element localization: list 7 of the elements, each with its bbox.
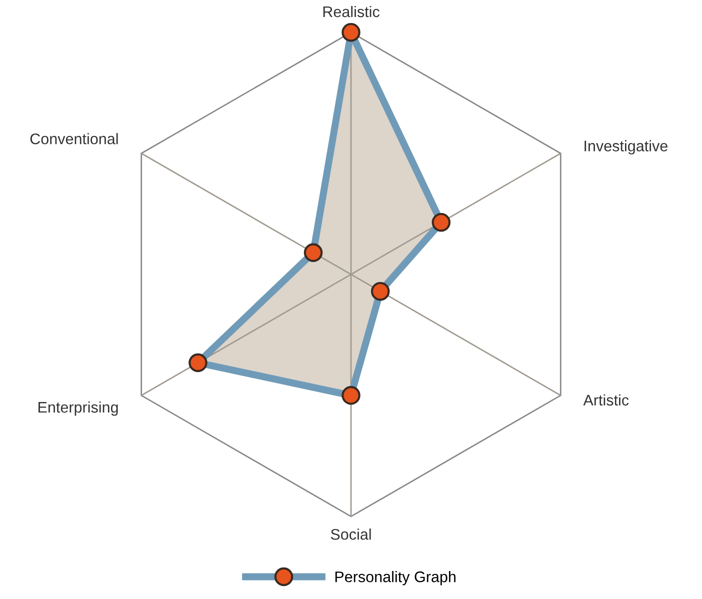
spoke-label: Investigative xyxy=(584,140,668,154)
spoke-label: Conventional xyxy=(30,133,118,144)
spoke-label: Social xyxy=(330,528,371,540)
spoke-label: Artistic xyxy=(583,394,629,406)
spoke-label: Realistic xyxy=(323,6,380,18)
legend-label: Personality Graph xyxy=(335,571,456,586)
spoke-label: Enterprising xyxy=(38,401,118,416)
